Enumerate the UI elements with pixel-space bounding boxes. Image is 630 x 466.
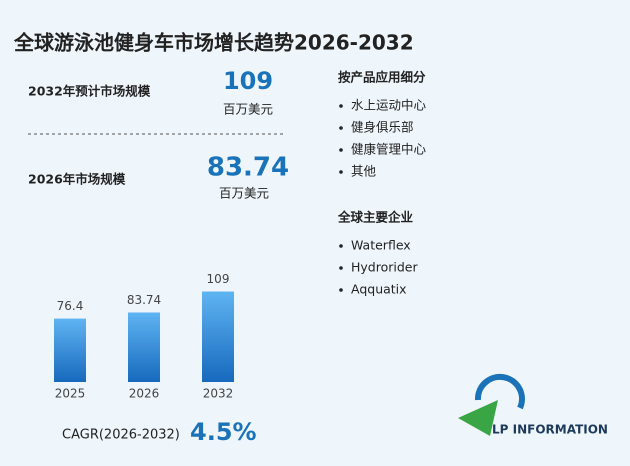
cagr-value: 4.5%	[190, 418, 257, 446]
list-item: 健康管理中心	[351, 142, 427, 157]
cagr-label: CAGR(2026-2032)	[62, 428, 180, 443]
stat-value: 109	[223, 67, 273, 95]
list-item: Aqquatix	[351, 282, 407, 297]
list-item: Waterflex	[351, 238, 411, 253]
bar	[54, 318, 86, 382]
bullet	[339, 148, 343, 152]
section-title: 全球主要企业	[337, 210, 414, 225]
stat-value: 83.74	[207, 153, 289, 183]
logo-arc	[474, 373, 525, 410]
bullet	[339, 170, 343, 174]
bar	[202, 291, 234, 382]
bullet	[339, 126, 343, 130]
stat-label: 2026年市场规模	[28, 172, 126, 187]
x-tick-label: 2032	[203, 387, 234, 401]
logo: LP INFORMATION	[458, 373, 608, 437]
list-item: 其他	[351, 164, 377, 179]
title: 全球游泳池健身车市场增长趋势2026-2032	[13, 31, 414, 55]
value-label: 76.4	[57, 299, 84, 313]
list-item: 健身俱乐部	[351, 120, 414, 135]
list-item: 水上运动中心	[351, 98, 427, 113]
value-label: 109	[207, 272, 230, 286]
bar	[128, 312, 160, 382]
bullet	[339, 244, 343, 248]
value-label: 83.74	[127, 293, 161, 307]
x-tick-label: 2025	[55, 387, 86, 401]
logo-text: LP INFORMATION	[492, 423, 608, 437]
stat-label: 2032年预计市场规模	[28, 84, 151, 99]
bullet	[339, 266, 343, 270]
section-title: 按产品应用细分	[338, 70, 426, 85]
bullet	[339, 104, 343, 108]
x-tick-label: 2026	[129, 387, 160, 401]
logo-shape	[458, 400, 498, 436]
stat-unit: 百万美元	[223, 102, 273, 117]
stat-unit: 百万美元	[219, 186, 269, 201]
bullet	[339, 288, 343, 292]
list-item: Hydrorider	[351, 260, 418, 275]
